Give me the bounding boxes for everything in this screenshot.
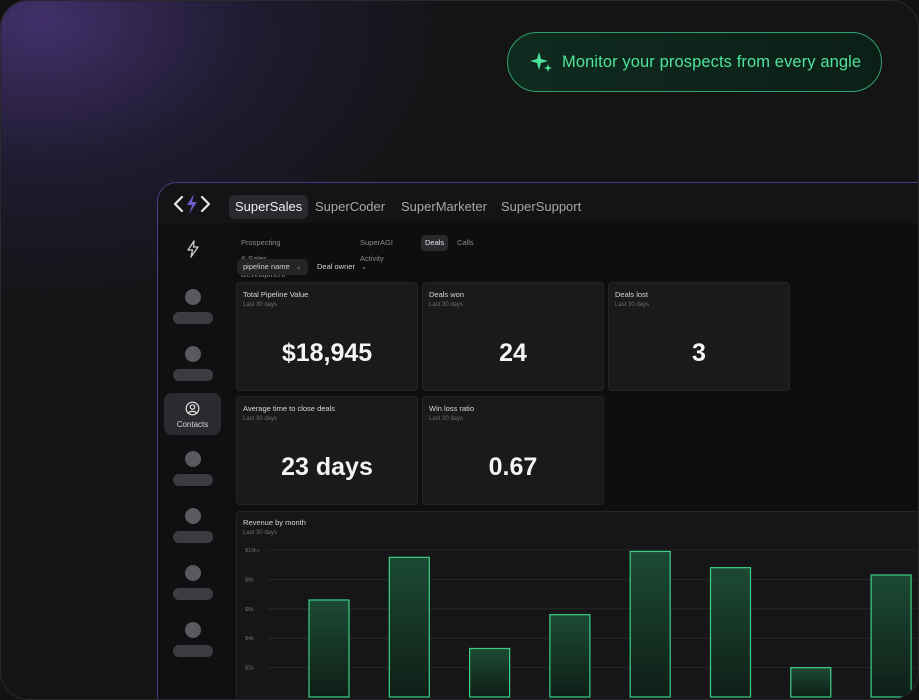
- tab-prospecting[interactable]: Prospecting & Sales Development: [241, 238, 285, 279]
- chart-bar[interactable]: [629, 550, 671, 698]
- chart-bar[interactable]: [709, 567, 752, 698]
- chart-title: Revenue by month: [243, 518, 306, 527]
- tab-calls[interactable]: Calls: [457, 238, 474, 247]
- metric-value: 0.67: [488, 453, 538, 481]
- filter-label: pipeline name: [243, 262, 290, 271]
- app-window: SuperSales SuperCoder SuperMarketer Supe…: [157, 182, 918, 699]
- tab-supermarketer[interactable]: SuperMarketer: [401, 199, 487, 214]
- tab-supersupport[interactable]: SuperSupport: [501, 199, 582, 214]
- metric-title: Total Pipeline Value: [243, 290, 309, 299]
- sidebar-item-label-placeholder[interactable]: [173, 531, 213, 543]
- sidebar-item-contacts[interactable]: Contacts: [164, 393, 221, 435]
- sidebar-item-label-placeholder[interactable]: [173, 645, 213, 657]
- chart-subtitle: Last 30 days: [243, 530, 278, 536]
- main-content: Prospecting & Sales Development SuperAGI…: [236, 223, 918, 699]
- chevron-down-icon: ⌄: [295, 264, 302, 271]
- metric-card-deals-won: Deals won Last 30 days 24: [422, 282, 604, 391]
- y-tick-label: $6k: [245, 607, 254, 613]
- metric-title: Deals won: [429, 290, 465, 299]
- y-tick-label: $2k: [245, 666, 254, 672]
- tab-deals[interactable]: Deals: [421, 235, 449, 251]
- sidebar-item-label: Contacts: [176, 420, 209, 429]
- chart-bar[interactable]: [469, 647, 511, 698]
- metric-subtitle: Last 30 days: [429, 302, 464, 308]
- pipeline-name-dropdown[interactable]: pipeline name ⌄: [237, 259, 308, 275]
- chart-bar[interactable]: [870, 574, 912, 698]
- chart-bar[interactable]: [308, 599, 350, 698]
- tab-supercoder[interactable]: SuperCoder: [315, 199, 386, 214]
- metric-value: $18,945: [281, 339, 373, 367]
- metric-subtitle: Last 30 days: [429, 416, 464, 422]
- sidebar-item-icon[interactable]: [185, 289, 201, 305]
- contact-icon: [185, 401, 200, 416]
- metric-card-win-loss-ratio: Win loss ratio Last 30 days 0.67: [422, 396, 604, 505]
- tab-superagi-activity[interactable]: SuperAGI Activity: [360, 238, 393, 263]
- metric-title: Deals lost: [615, 290, 648, 299]
- revenue-bar-chart: $2k$4k$6k$8k$10k+JunJulAugSepOctNovDecJa…: [245, 548, 918, 698]
- revenue-chart-card: Revenue by month Last 30 days $2k $4k $6k $…: [236, 511, 918, 699]
- metric-title: Win loss ratio: [429, 404, 475, 413]
- metric-card-avg-close-time: Average time to close deals Last 30 days…: [236, 396, 418, 505]
- filter-label: Deal owner: [317, 262, 355, 271]
- chart-bar[interactable]: [790, 667, 832, 698]
- metric-value: 23 days: [281, 453, 373, 481]
- sidebar: Contacts: [158, 223, 228, 699]
- metric-card-pipeline-value: Total Pipeline Value Last 30 days $18,94…: [236, 282, 418, 391]
- y-tick-label: $4k: [245, 636, 254, 642]
- banner-text: Monitor your prospects from every angle: [562, 52, 862, 71]
- chart-bar[interactable]: [549, 614, 591, 698]
- chart-bar[interactable]: [388, 556, 430, 698]
- sidebar-item-label-placeholder[interactable]: [173, 588, 213, 600]
- metric-card-deals-lost: Deals lost Last 30 days 3: [608, 282, 790, 391]
- bolt-icon[interactable]: [184, 240, 202, 258]
- metric-value: 3: [692, 339, 706, 367]
- deal-owner-dropdown[interactable]: Deal owner ⌄: [311, 259, 373, 275]
- sidebar-item-label-placeholder[interactable]: [173, 312, 213, 324]
- metric-subtitle: Last 30 days: [243, 416, 278, 422]
- logo-icon: [173, 194, 211, 214]
- sidebar-item-icon[interactable]: [185, 346, 201, 362]
- chevron-down-icon: ⌄: [360, 264, 367, 271]
- sidebar-item-label-placeholder[interactable]: [173, 474, 213, 486]
- metric-title: Average time to close deals: [243, 404, 335, 413]
- y-tick-label: $8k: [245, 577, 254, 583]
- sidebar-item-icon[interactable]: [185, 565, 201, 581]
- tab-supersales[interactable]: SuperSales: [229, 195, 309, 219]
- sidebar-item-icon[interactable]: [185, 451, 201, 467]
- sidebar-item-label-placeholder[interactable]: [173, 369, 213, 381]
- sidebar-item-icon[interactable]: [185, 508, 201, 524]
- metric-value: 24: [499, 339, 527, 367]
- top-nav: SuperSales SuperCoder SuperMarketer Supe…: [158, 183, 918, 223]
- metric-subtitle: Last 30 days: [615, 302, 650, 308]
- y-tick-label: $10k+: [245, 548, 260, 554]
- sparkle-icon: [530, 52, 552, 72]
- metric-subtitle: Last 30 days: [243, 302, 278, 308]
- feature-banner: Monitor your prospects from every angle: [507, 32, 882, 92]
- sidebar-item-icon[interactable]: [185, 622, 201, 638]
